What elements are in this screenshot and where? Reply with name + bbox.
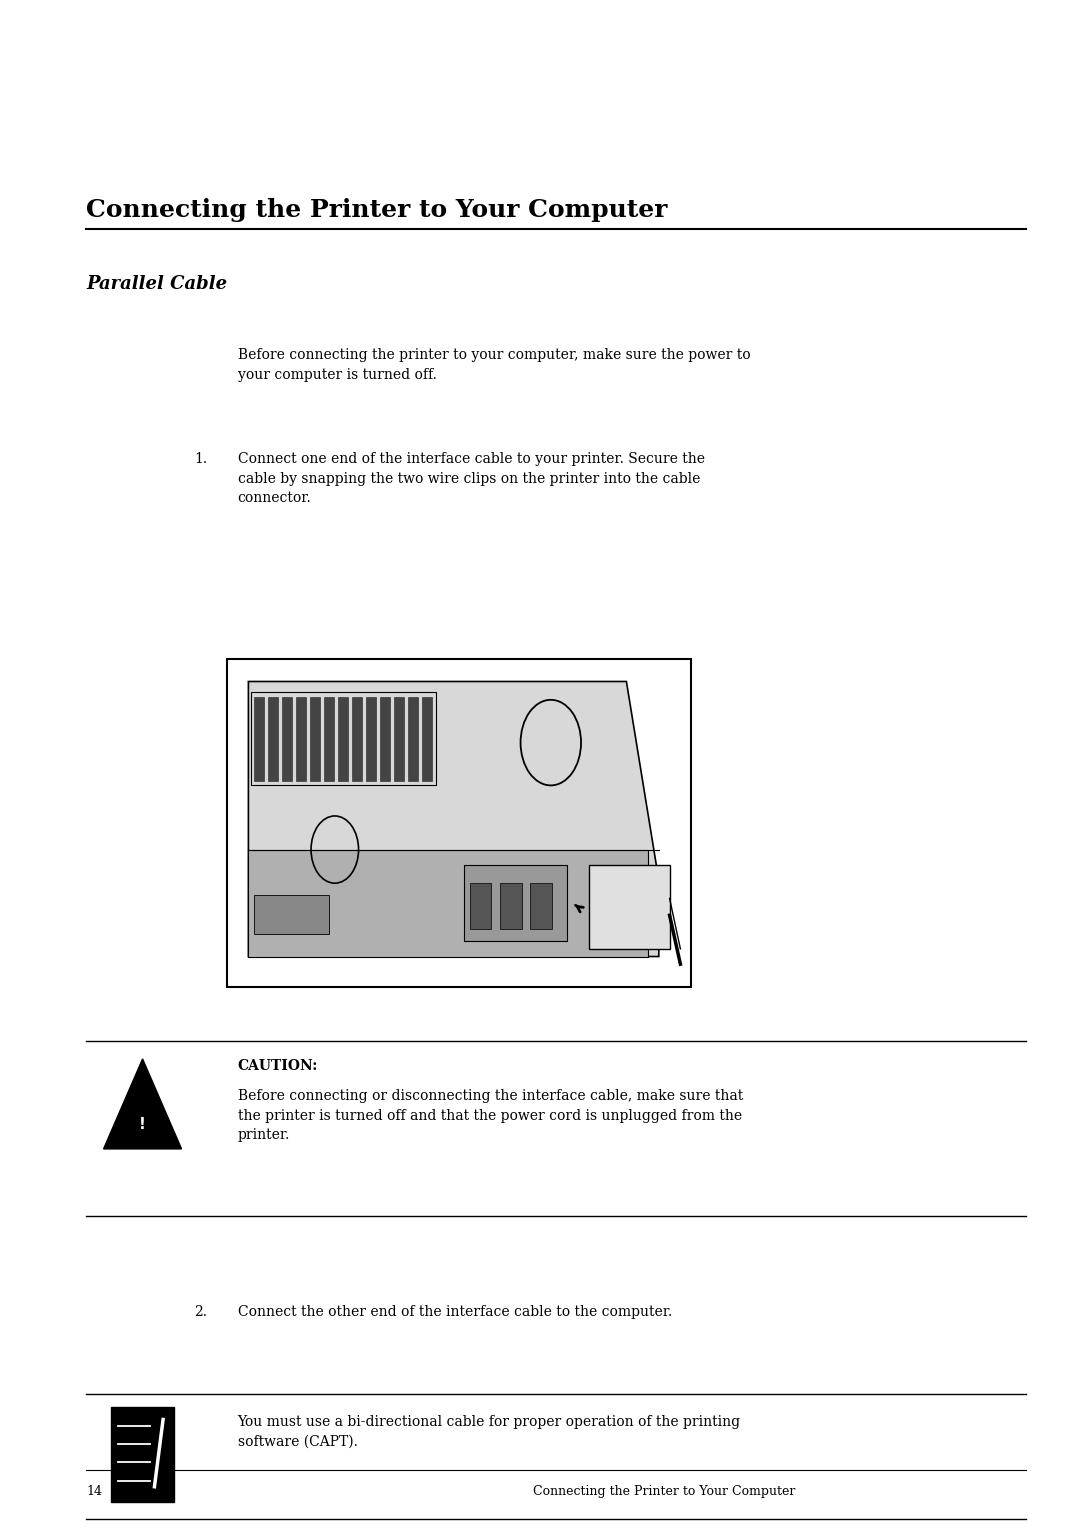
Text: Before connecting or disconnecting the interface cable, make sure that
the print: Before connecting or disconnecting the i… (238, 1089, 743, 1143)
Bar (470, 883, 491, 929)
Polygon shape (104, 1059, 181, 1149)
Bar (251, 692, 436, 785)
Text: CAUTION:: CAUTION: (238, 1059, 318, 1073)
Bar (464, 865, 567, 941)
Bar (530, 883, 552, 929)
Text: Parallel Cable: Parallel Cable (86, 275, 228, 293)
Text: Connect one end of the interface cable to your printer. Secure the
cable by snap: Connect one end of the interface cable t… (238, 452, 704, 506)
Text: Connecting the Printer to Your Computer: Connecting the Printer to Your Computer (534, 1485, 795, 1499)
Text: Connect the other end of the interface cable to the computer.: Connect the other end of the interface c… (238, 1305, 672, 1319)
Bar (500, 883, 522, 929)
Text: Before connecting the printer to your computer, make sure the power to
your comp: Before connecting the printer to your co… (238, 348, 751, 382)
Bar (254, 895, 329, 934)
Bar (338, 697, 348, 781)
Bar (408, 697, 418, 781)
Bar (352, 697, 362, 781)
Text: !: ! (139, 1117, 146, 1132)
Text: You must use a bi-directional cable for proper operation of the printing
softwar: You must use a bi-directional cable for … (238, 1415, 741, 1449)
Bar (310, 697, 320, 781)
Bar (296, 697, 306, 781)
Bar (111, 1407, 174, 1502)
Bar (282, 697, 292, 781)
Text: 2.: 2. (194, 1305, 207, 1319)
Bar (248, 850, 648, 957)
Bar (394, 697, 404, 781)
Polygon shape (248, 681, 659, 957)
Text: 1.: 1. (194, 452, 207, 466)
Text: 14: 14 (86, 1485, 103, 1499)
Bar (324, 697, 334, 781)
Bar (589, 865, 670, 949)
Bar (366, 697, 376, 781)
Bar (227, 659, 691, 987)
Bar (422, 697, 432, 781)
Text: Connecting the Printer to Your Computer: Connecting the Printer to Your Computer (86, 197, 667, 222)
Bar (268, 697, 278, 781)
Bar (380, 697, 390, 781)
Bar (254, 697, 264, 781)
